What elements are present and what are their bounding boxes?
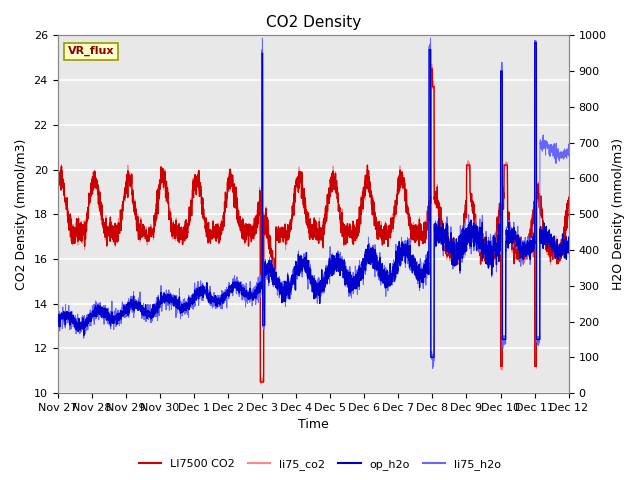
Text: VR_flux: VR_flux	[68, 46, 115, 56]
Legend: LI7500 CO2, li75_co2, op_h2o, li75_h2o: LI7500 CO2, li75_co2, op_h2o, li75_h2o	[134, 455, 506, 474]
Y-axis label: CO2 Density (mmol/m3): CO2 Density (mmol/m3)	[15, 139, 28, 290]
Y-axis label: H2O Density (mmol/m3): H2O Density (mmol/m3)	[612, 138, 625, 290]
Title: CO2 Density: CO2 Density	[266, 15, 361, 30]
X-axis label: Time: Time	[298, 419, 328, 432]
